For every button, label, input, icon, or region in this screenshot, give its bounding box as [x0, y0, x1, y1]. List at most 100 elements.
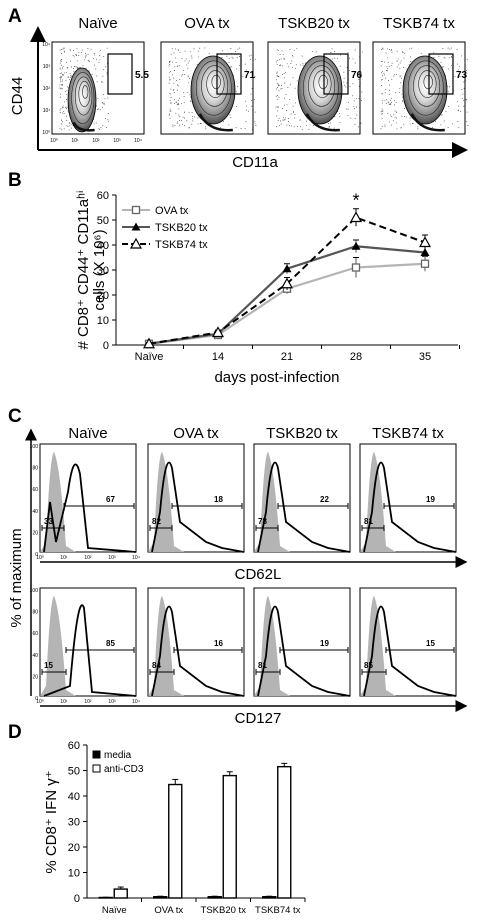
- sample-histogram: [151, 461, 245, 553]
- sample-histogram: [363, 461, 457, 553]
- density-tail: [410, 113, 445, 132]
- event-dot: [76, 60, 78, 62]
- event-dot: [237, 86, 238, 88]
- event-dot: [449, 86, 450, 88]
- event-dot: [179, 120, 180, 122]
- point-marker: [349, 211, 363, 223]
- event-dot: [238, 56, 240, 57]
- series-tskb74-tx: [142, 208, 432, 349]
- event-dot: [291, 60, 293, 62]
- event-dot: [102, 125, 104, 127]
- event-dot: [178, 108, 180, 110]
- event-dot: [381, 113, 382, 115]
- event-dot: [69, 60, 71, 62]
- legend-label: TSKB20 tx: [155, 222, 208, 234]
- event-dot: [61, 49, 62, 51]
- event-dot: [60, 76, 62, 78]
- event-dot: [62, 121, 64, 123]
- event-dot: [402, 101, 404, 103]
- event-dot: [381, 60, 383, 62]
- event-dot: [280, 58, 282, 60]
- event-dot: [380, 128, 382, 130]
- event-dot: [284, 117, 286, 119]
- legend-label: OVA tx: [155, 205, 189, 217]
- event-dot: [80, 51, 82, 53]
- event-dot: [93, 53, 95, 54]
- event-dot: [464, 107, 466, 109]
- event-dot: [100, 126, 102, 128]
- event-dot: [385, 70, 387, 71]
- event-dot: [181, 120, 183, 122]
- event-dot: [330, 122, 332, 124]
- event-dot: [295, 102, 297, 104]
- event-dot: [168, 76, 170, 78]
- event-dot: [351, 95, 353, 97]
- event-dot: [245, 109, 247, 111]
- event-dot: [403, 67, 405, 68]
- event-dot: [286, 104, 288, 106]
- event-dot: [443, 56, 445, 58]
- event-dot: [168, 61, 170, 62]
- event-dot: [282, 74, 284, 76]
- event-dot: [67, 125, 69, 127]
- event-dot: [384, 124, 386, 126]
- event-dot: [306, 120, 307, 122]
- event-dot: [245, 69, 247, 71]
- event-dot: [59, 77, 61, 78]
- bar-anti-cd3: [113, 888, 128, 899]
- event-dot: [70, 66, 72, 68]
- event-dot: [236, 105, 238, 107]
- y-tick-label: 30: [68, 817, 80, 829]
- event-dot: [396, 74, 398, 75]
- plot-frame: [51, 41, 145, 135]
- event-dot: [384, 92, 386, 94]
- gate-low-percent: 78: [258, 517, 267, 526]
- event-dot: [69, 49, 71, 51]
- y-tick-label: 10: [97, 315, 109, 327]
- event-dot: [403, 123, 405, 125]
- event-dot: [299, 119, 301, 121]
- event-dot: [63, 128, 65, 130]
- contour-line: [195, 60, 232, 116]
- event-dot: [275, 115, 277, 117]
- y-tick-label: 60: [68, 740, 80, 752]
- event-dot: [343, 71, 345, 73]
- event-dot: [177, 65, 179, 67]
- event-dot: [401, 77, 403, 79]
- y-tick-label: 20: [68, 842, 80, 854]
- event-dot: [381, 99, 383, 101]
- event-dot: [388, 94, 390, 96]
- event-dot: [107, 120, 109, 122]
- event-dot: [181, 75, 183, 77]
- event-dot: [388, 80, 390, 82]
- density-contour: [297, 55, 343, 125]
- event-dot: [381, 93, 383, 95]
- event-dot: [171, 47, 173, 49]
- event-dot: [191, 123, 193, 125]
- event-dot: [173, 102, 175, 104]
- y-tick-label: 0: [35, 696, 38, 702]
- event-dot: [197, 117, 199, 119]
- event-dot: [184, 117, 185, 119]
- x-tick-label: 10³: [108, 699, 116, 705]
- event-dot: [102, 81, 104, 83]
- event-dot: [85, 67, 87, 69]
- event-dot: [62, 48, 64, 50]
- event-dot: [84, 57, 86, 59]
- event-dot: [283, 77, 285, 79]
- y-tick-label: 20: [32, 530, 38, 536]
- event-dot: [190, 101, 192, 103]
- event-dot: [251, 105, 253, 107]
- event-dot: [350, 117, 352, 119]
- gate-percent: 71: [244, 70, 256, 81]
- panel-a-plot-title: TSKB74 tx: [383, 15, 455, 32]
- event-dot: [75, 53, 77, 55]
- event-dot: [276, 83, 278, 85]
- event-dot: [288, 121, 290, 122]
- series-line: [148, 262, 426, 345]
- event-dot: [244, 128, 246, 130]
- event-dot: [173, 91, 175, 93]
- event-dot: [275, 61, 277, 63]
- event-dot: [172, 124, 174, 126]
- sample-histogram: [257, 605, 351, 697]
